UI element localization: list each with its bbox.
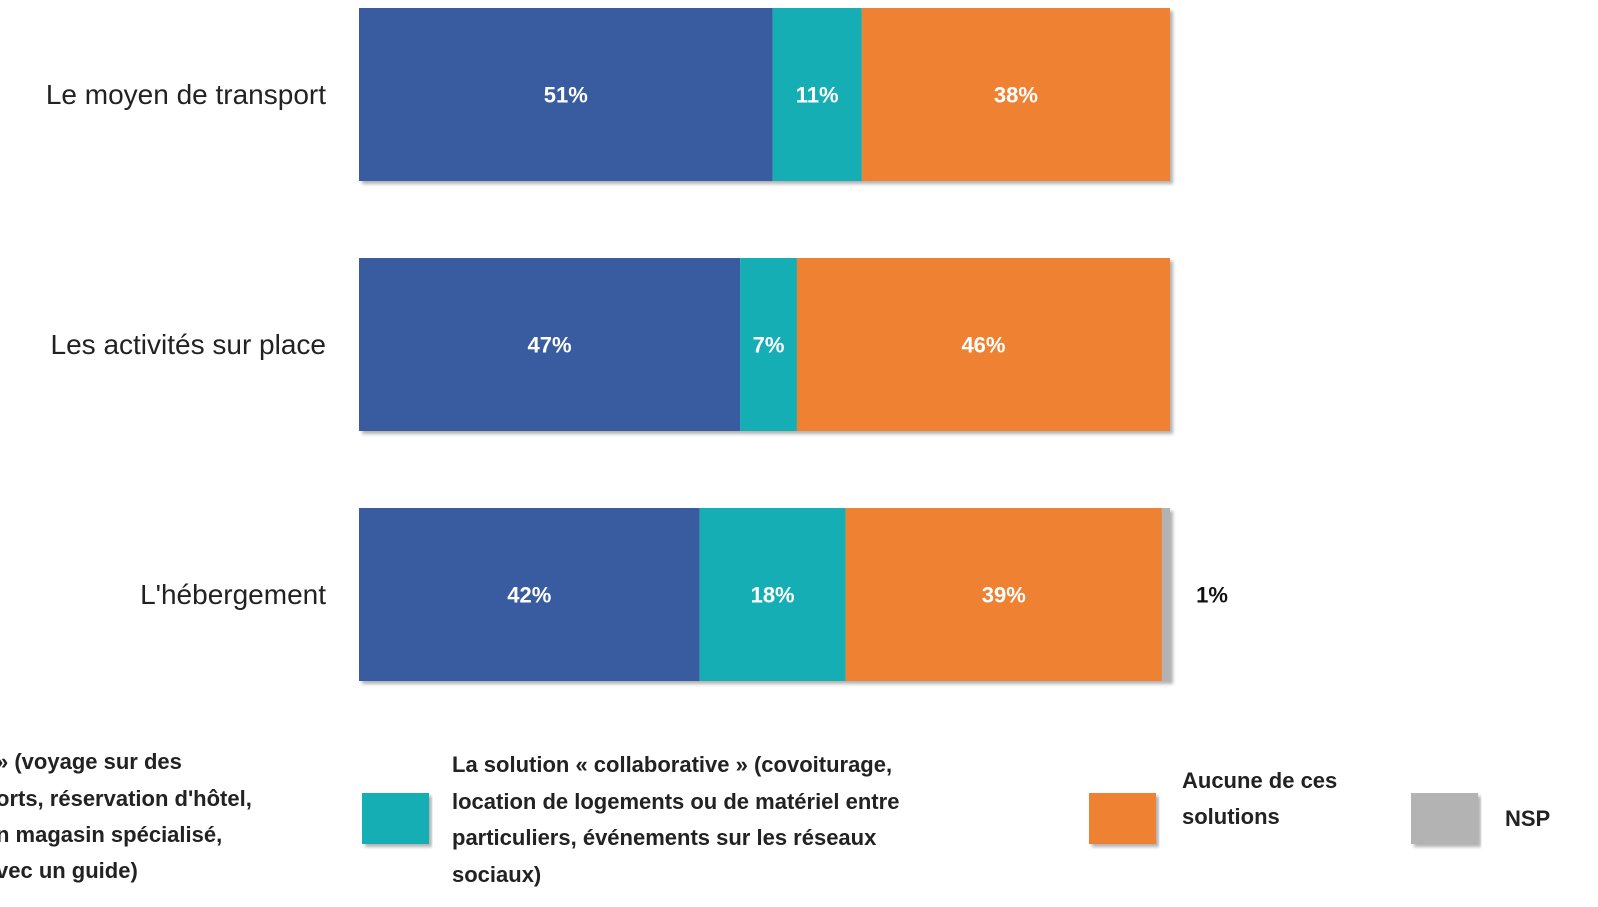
bar-segment [740, 258, 797, 431]
value-label: 39% [982, 582, 1026, 607]
bar-segment [845, 508, 1162, 681]
legend-label: NSP [1505, 806, 1550, 831]
legend-label: solutions [1182, 804, 1280, 829]
bar-segment [699, 508, 846, 681]
value-label: 1% [1196, 582, 1228, 607]
legend-label: orts, réservation d'hôtel, [0, 786, 252, 811]
value-label: 47% [528, 332, 572, 357]
legend-swatch [1411, 793, 1478, 844]
value-label: 38% [994, 82, 1038, 107]
legend-label: location de logements ou de matériel ent… [452, 789, 899, 814]
legend-label: » (voyage sur des [0, 749, 182, 774]
legend-label: Aucune de ces [1182, 768, 1337, 793]
bar-segment [772, 8, 862, 181]
category-label: Le moyen de transport [46, 79, 326, 110]
value-label: 18% [751, 582, 795, 607]
legend-label: sociaux) [452, 862, 541, 887]
bar-segment [861, 8, 1170, 181]
value-label: 11% [796, 82, 839, 107]
bar-segment [1161, 508, 1170, 681]
legend-label: n magasin spécialisé, [0, 822, 222, 847]
value-label: 51% [544, 82, 588, 107]
bar-segment [359, 258, 741, 431]
bar-segment [359, 508, 700, 681]
bar-segment [796, 258, 1170, 431]
category-label: L'hébergement [140, 579, 326, 610]
category-label: Les activités sur place [51, 329, 326, 360]
value-label: 42% [507, 582, 551, 607]
legend-label: vec un guide) [0, 858, 138, 883]
legend-swatch [1089, 793, 1156, 844]
value-label: 46% [961, 332, 1005, 357]
legend-label: La solution « collaborative » (covoitura… [452, 752, 892, 777]
legend-swatch [362, 793, 429, 844]
legend-label: particuliers, événements sur les réseaux [452, 825, 877, 850]
bar-segment [359, 8, 773, 181]
value-label: 7% [753, 332, 785, 357]
bars [359, 8, 1170, 681]
